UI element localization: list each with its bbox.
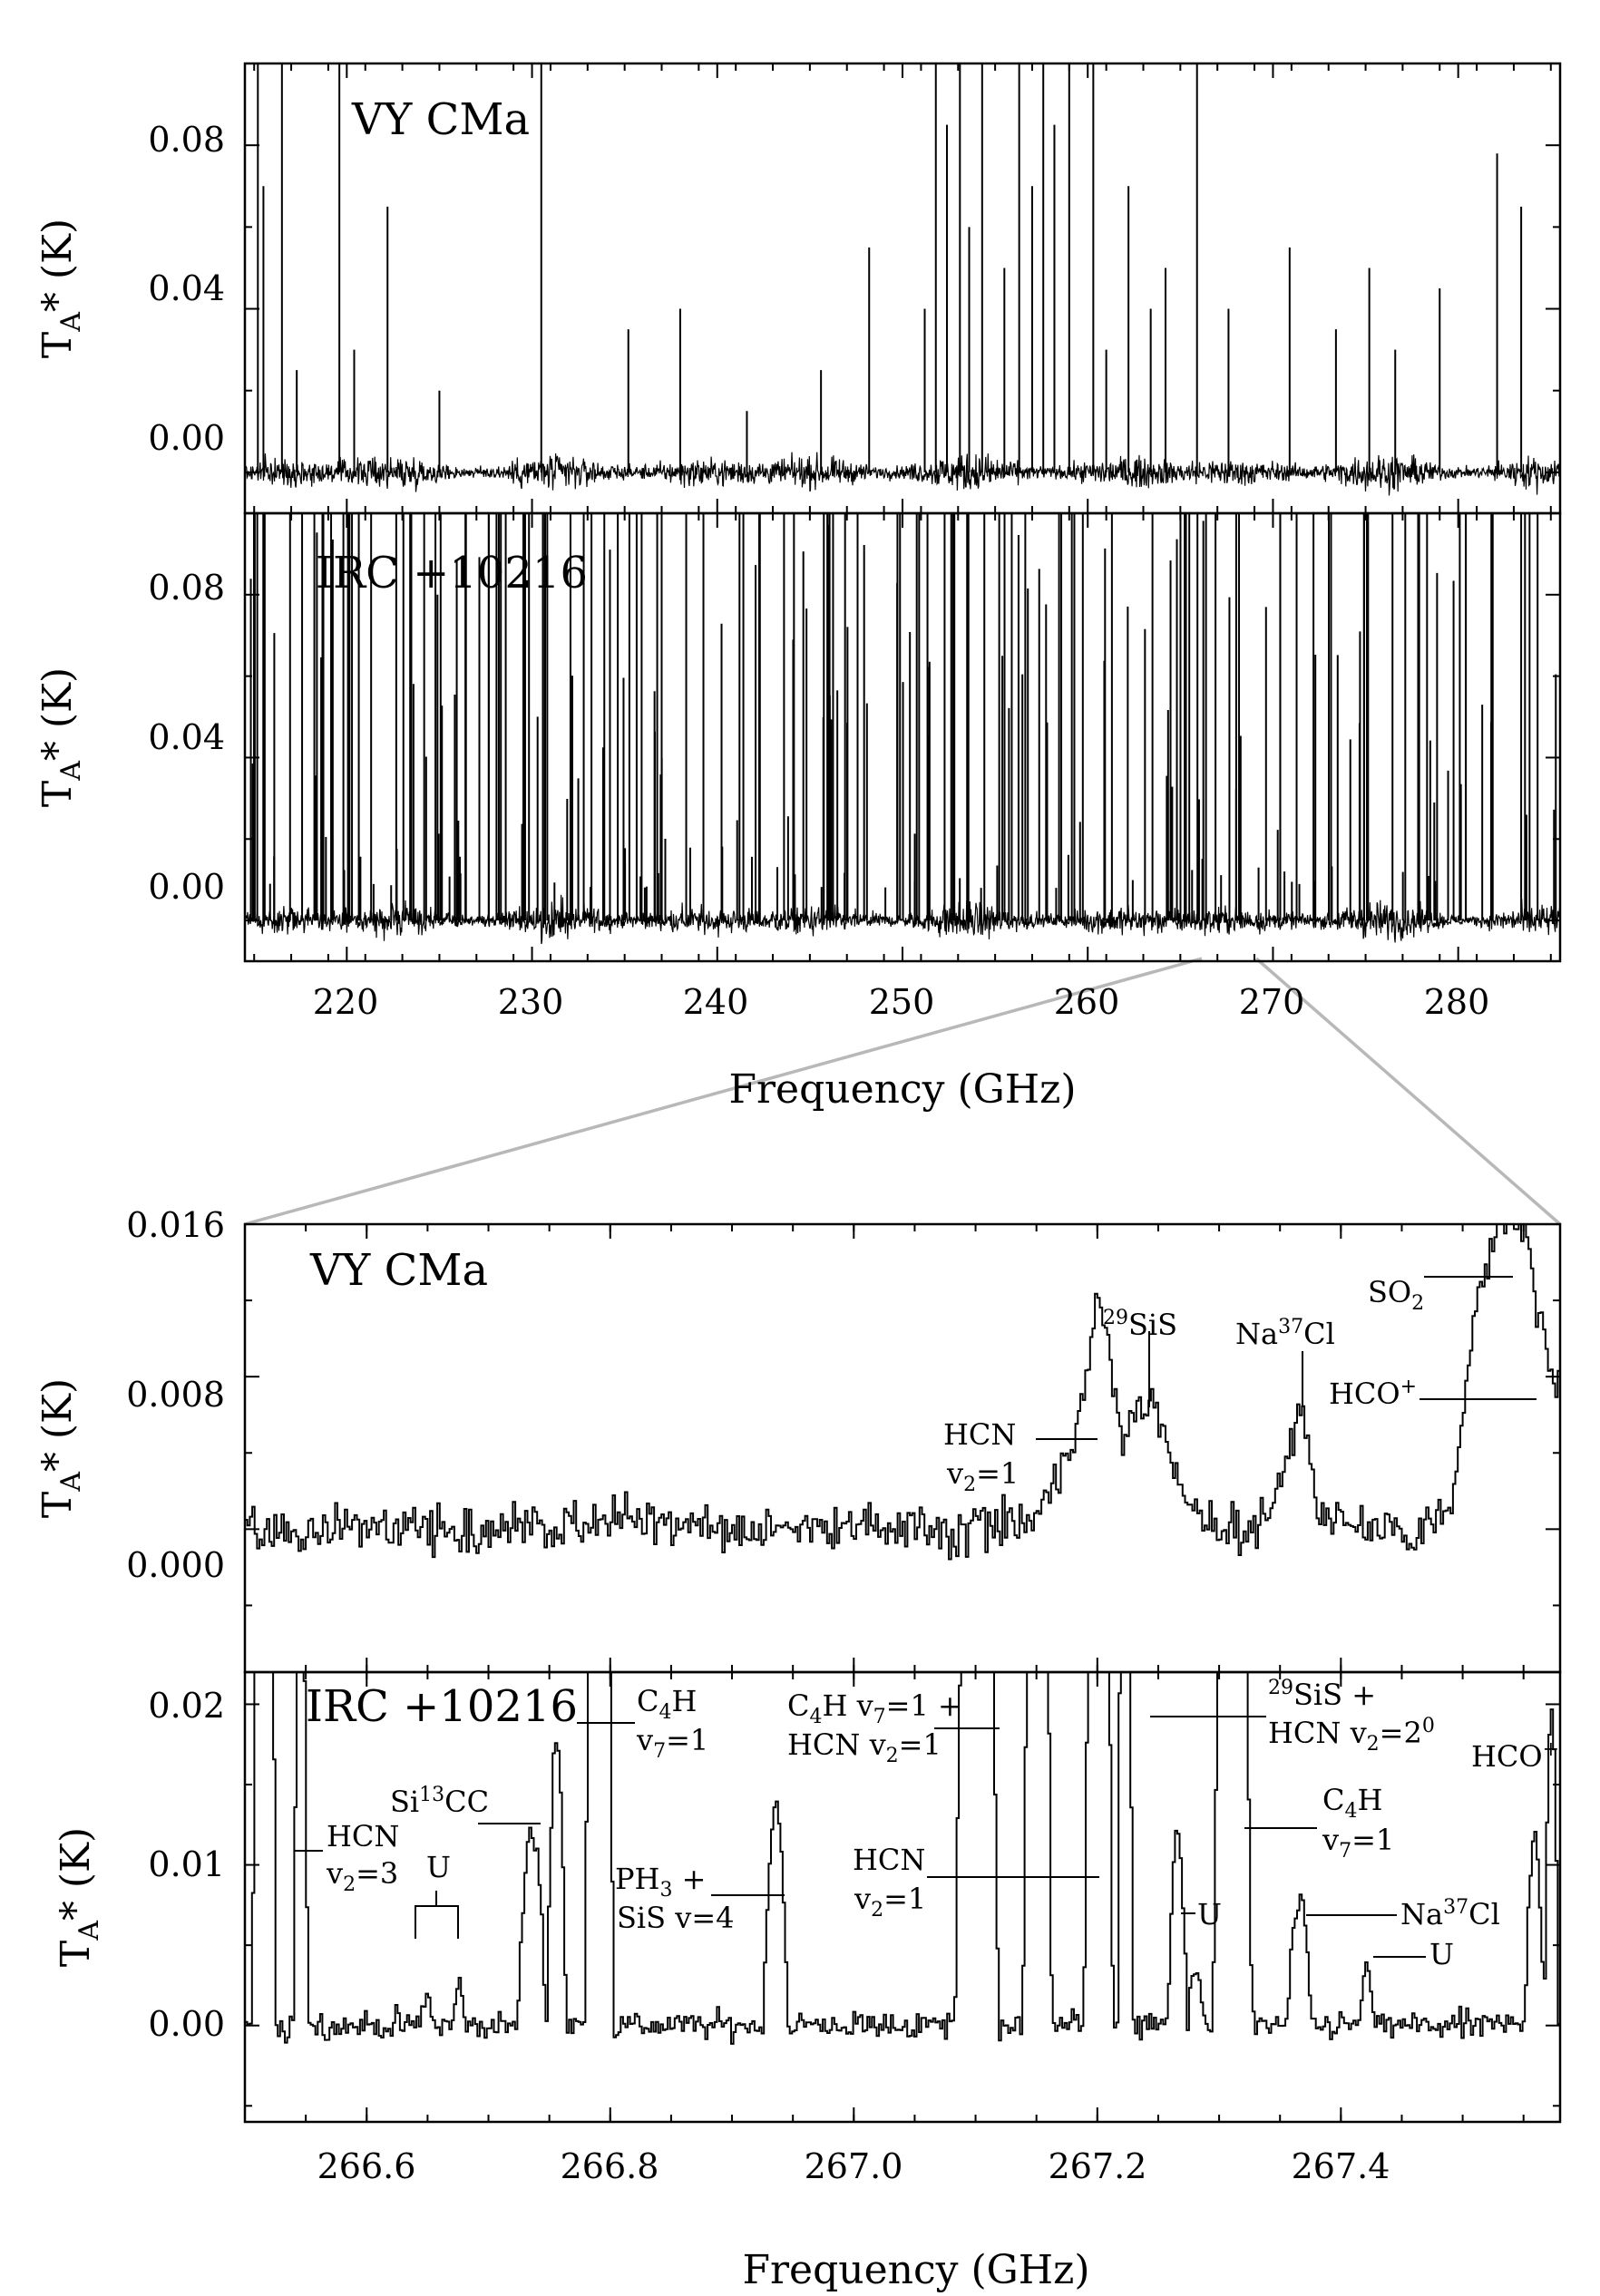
irc-full-spectrum	[245, 513, 1560, 945]
y-tick-label: 0.04	[148, 268, 225, 308]
annotation-29sis: 29SiS	[1103, 1307, 1177, 1342]
x-tick-label: 266.8	[561, 2146, 659, 2186]
panel-vycma-full: VY CMa 0.00 0.04 0.08 TA* (K)	[34, 62, 1562, 515]
annotation-hcn-v2-1: HCN	[853, 1843, 925, 1877]
y-axis-label: TA* (K)	[34, 219, 87, 358]
y-tick-label: 0.016	[126, 1205, 225, 1245]
x-tick-label: 220	[313, 982, 379, 1022]
y-tick-label: 0.08	[148, 120, 225, 160]
x-tick-labels-bottom: 266.6 266.8 267.0 267.2 267.4	[317, 2146, 1390, 2186]
annotation-na37cl-irc: Na37Cl	[1400, 1896, 1500, 1931]
y-tick-label: 0.02	[148, 1686, 225, 1726]
x-tick-label: 230	[498, 982, 564, 1022]
spectrum-trace	[245, 513, 1560, 945]
annotation-u2: U	[1197, 1897, 1222, 1931]
y-tick-label: 0.08	[148, 568, 225, 608]
annotation-c4h-1: C4H	[637, 1684, 697, 1724]
irc-zoom-spectrum	[245, 1672, 1560, 2045]
y-axis-label: TA* (K)	[34, 667, 87, 807]
x-tick-label: 240	[683, 982, 749, 1022]
annotation-hco-irc: HCO+	[1471, 1738, 1559, 1774]
annotation-u1: U	[426, 1850, 451, 1884]
annotation-c4h-2-line2: v7=1	[1322, 1823, 1394, 1863]
x-axis-label-bottom: Frequency (GHz)	[742, 2247, 1089, 2293]
x-tick-label: 270	[1239, 982, 1305, 1022]
irc-zoom-frame	[243, 1670, 1562, 2124]
annotation-so2: SO2	[1368, 1275, 1424, 1315]
annotation-hcn-v2-3: HCN	[327, 1819, 399, 1853]
irc-full-frame	[243, 511, 1562, 963]
panel-title-vycma: VY CMa	[351, 94, 530, 145]
x-tick-label: 280	[1424, 982, 1490, 1022]
vycma-full-spectrum	[245, 63, 1560, 496]
panel-title-vycma-zoom: VY CMa	[309, 1245, 488, 1296]
x-tick-label: 266.6	[317, 2146, 416, 2186]
x-tick-label: 267.4	[1292, 2146, 1390, 2186]
annotation-hcn-v2-1-line2: v2=1	[854, 1882, 926, 1921]
zoom-line-left	[244, 957, 1203, 1226]
annotation-hcn-v2-line2: v2=1	[946, 1456, 1019, 1496]
y-tick-label: 0.00	[148, 2004, 225, 2044]
spectrum-trace	[245, 63, 1560, 496]
annotations-irc: HCN v2=3 U Si13CC C4H v7=1 PH3 + SiS v=4…	[294, 1677, 1559, 1971]
y-tick-label: 0.008	[126, 1375, 225, 1415]
y-tick-label: 0.00	[148, 867, 225, 907]
annotation-si13cc: Si13CC	[390, 1784, 489, 1819]
panel-title-irc-zoom: IRC +10216	[306, 1681, 578, 1732]
annotation-ph3: PH3 +	[615, 1862, 706, 1902]
annotation-c4h-hcn: C4H v7=1 +	[787, 1688, 962, 1728]
annotation-29sis-hcn-line2: HCN v2=20	[1268, 1715, 1435, 1756]
y-tick-label: 0.00	[148, 418, 225, 458]
x-tick-label: 267.2	[1049, 2146, 1147, 2186]
vycma-full-ticks	[245, 63, 1560, 513]
vycma-zoom-spectrum	[245, 1223, 1561, 1561]
annotation-c4h-1-line2: v7=1	[636, 1723, 708, 1763]
annotation-hcn-v2: HCN	[943, 1417, 1016, 1452]
x-tick-label: 250	[869, 982, 935, 1022]
panel-irc-full: IRC +10216 0.00 0.04 0.08 TA* (K) 220 23…	[34, 511, 1562, 1113]
y-tick-label: 0.01	[148, 1844, 225, 1884]
annotations-vycma: 29SiS Na37Cl SO2 HCO+ HCN v2=1	[943, 1275, 1537, 1496]
x-tick-label: 260	[1054, 982, 1120, 1022]
y-tick-label: 0.04	[148, 717, 225, 757]
baseline-noise	[245, 452, 1560, 496]
x-axis-label-top: Frequency (GHz)	[728, 1066, 1076, 1113]
annotation-29sis-hcn: 29SiS +	[1268, 1677, 1376, 1712]
panel-title-irc: IRC +10216	[316, 548, 588, 598]
y-tick-label: 0.000	[126, 1545, 225, 1585]
irc-full-ticks	[245, 513, 1560, 961]
irc-zoom-ticks	[244, 1672, 1560, 2122]
x-tick-labels-top: 220 230 240 250 260 270 280	[313, 982, 1490, 1022]
annotation-c4h-hcn-line2: HCN v2=1	[787, 1727, 941, 1767]
zoom-connector	[244, 957, 1562, 1226]
annotation-u3: U	[1429, 1937, 1454, 1971]
panel-vycma-zoom: VY CMa 0.000 0.008 0.016 TA* (K) 29SiS N…	[34, 1205, 1562, 1674]
annotation-na37cl: Na37Cl	[1235, 1316, 1335, 1351]
annotation-c4h-2: C4H	[1322, 1783, 1382, 1823]
y-axis-label: TA* (K)	[53, 1827, 105, 1967]
bracket-u1	[415, 1891, 459, 1939]
x-tick-label: 267.0	[805, 2146, 903, 2186]
y-axis-label: TA* (K)	[34, 1378, 87, 1518]
annotation-ph3-line2: SiS v=4	[617, 1901, 735, 1935]
annotation-hcn-v2-3-line2: v2=3	[326, 1856, 398, 1896]
zoom-line-right	[1254, 957, 1562, 1226]
annotation-hco: HCO+	[1329, 1376, 1417, 1411]
panel-irc-zoom: IRC +10216 0.00 0.01 0.02 TA* (K) 266.6 …	[53, 1670, 1562, 2293]
